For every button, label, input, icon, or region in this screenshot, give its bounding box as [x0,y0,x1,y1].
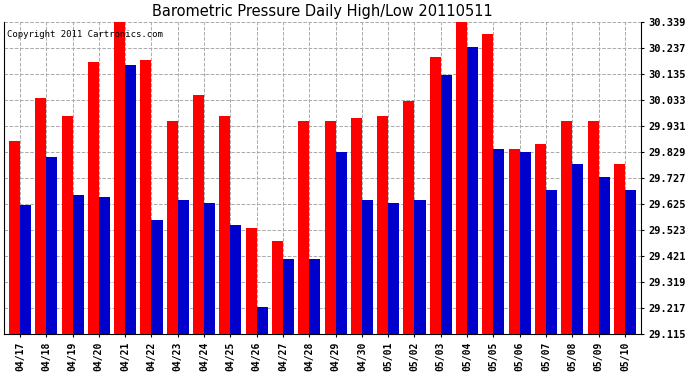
Bar [61,116,72,334]
Bar [493,149,504,334]
Bar [404,100,415,334]
Bar [335,152,346,334]
Bar [114,14,125,334]
Bar [20,205,31,334]
Bar [167,121,178,334]
Bar [9,141,20,334]
Bar [509,149,520,334]
Bar [377,116,388,334]
Bar [441,75,452,334]
Bar [482,34,493,334]
Bar [309,259,320,334]
Bar [351,118,362,334]
Bar [141,60,152,334]
Bar [246,228,257,334]
Bar [614,164,625,334]
Bar [152,220,163,334]
Bar [588,121,599,334]
Bar [88,62,99,334]
Bar [415,200,426,334]
Bar [430,57,441,334]
Text: Copyright 2011 Cartronics.com: Copyright 2011 Cartronics.com [8,30,164,39]
Title: Barometric Pressure Daily High/Low 20110511: Barometric Pressure Daily High/Low 20110… [152,4,493,19]
Bar [272,241,283,334]
Bar [520,152,531,334]
Bar [125,65,136,334]
Bar [388,202,400,334]
Bar [572,164,583,334]
Bar [99,197,110,334]
Bar [456,11,467,334]
Bar [204,202,215,334]
Bar [546,190,557,334]
Bar [535,144,546,334]
Bar [178,200,189,334]
Bar [72,195,83,334]
Bar [362,200,373,334]
Bar [193,95,204,334]
Bar [324,121,335,334]
Bar [625,190,636,334]
Bar [599,177,610,334]
Bar [561,121,572,334]
Bar [257,307,268,334]
Bar [467,47,478,334]
Bar [283,259,294,334]
Bar [230,225,241,334]
Bar [219,116,230,334]
Bar [46,157,57,334]
Bar [35,98,46,334]
Bar [298,121,309,334]
